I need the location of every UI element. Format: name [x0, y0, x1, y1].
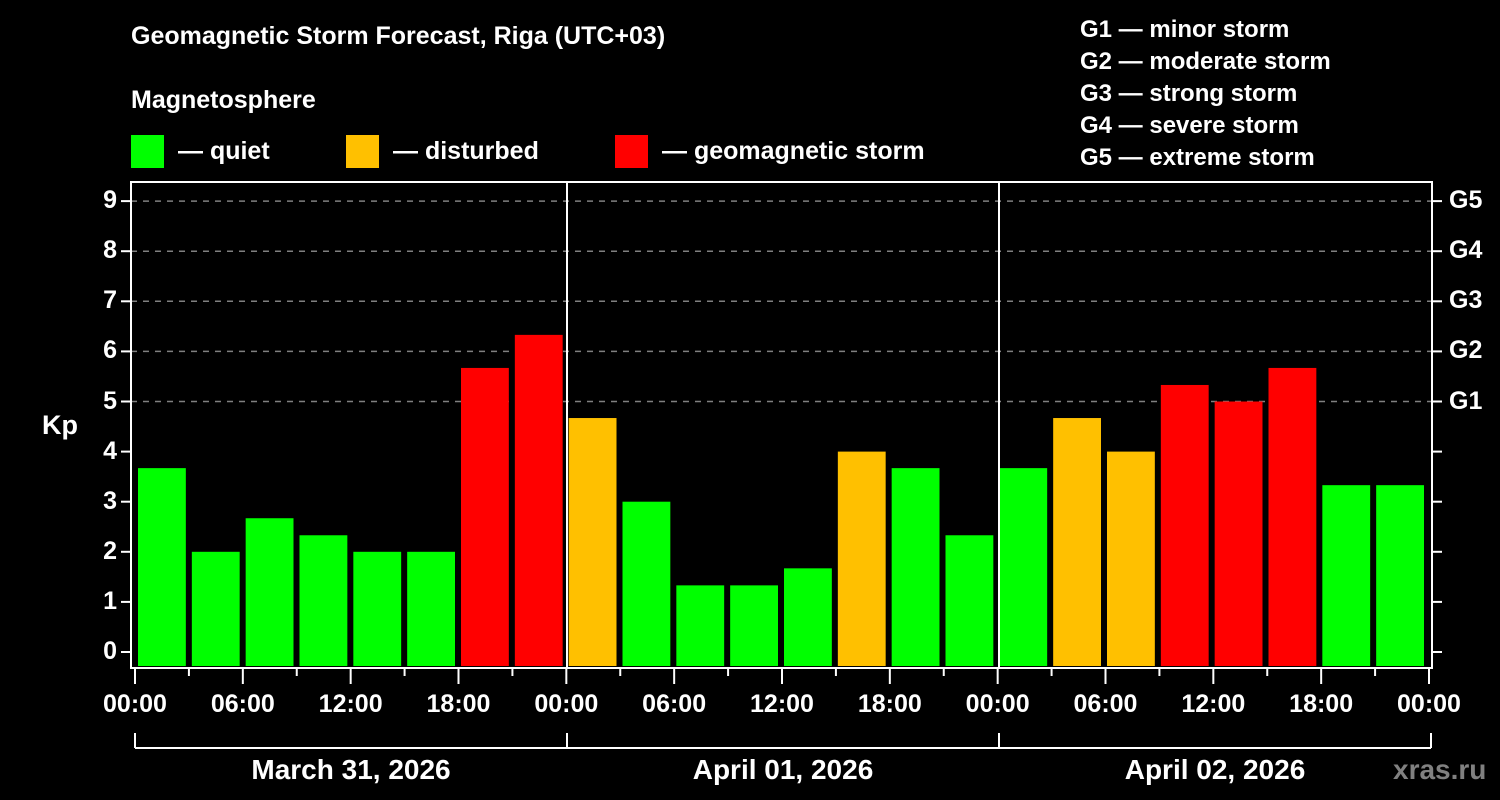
bar-disturbed [1107, 451, 1155, 666]
bar-disturbed [568, 418, 617, 666]
x-tick-label: 18:00 [426, 690, 491, 718]
x-tick-label: 00:00 [1397, 690, 1461, 718]
y-tick-label: 7 [103, 286, 117, 315]
date-label: March 31, 2026 [251, 754, 451, 785]
chart-title: Geomagnetic Storm Forecast, Riga (UTC+03… [131, 22, 666, 50]
legend-label-storm: — geomagnetic storm [662, 136, 925, 165]
legend-disturbed: — disturbed [346, 134, 539, 168]
storm-scale-g3: G3 — strong storm [1080, 80, 1298, 107]
date-label: April 02, 2026 [1124, 754, 1306, 785]
x-tick-label: 12:00 [318, 690, 383, 718]
g-scale-tick-label: G4 [1449, 236, 1483, 265]
y-tick-label: 6 [103, 336, 117, 365]
x-tick-label: 18:00 [857, 690, 922, 718]
brand-watermark: xras.ru [1393, 754, 1487, 785]
y-tick-label: 8 [103, 236, 117, 265]
bar-quiet [1376, 485, 1424, 666]
storm-scale-legend: G1 — minor storm G2 — moderate storm G3 … [1080, 14, 1331, 174]
x-tick-label: 00:00 [534, 690, 599, 718]
bar-quiet [353, 551, 402, 666]
x-tick-label: 00:00 [103, 690, 167, 718]
x-tick-label: 18:00 [1289, 690, 1354, 718]
bar-quiet [730, 585, 778, 666]
g-scale-tick-label: G3 [1449, 286, 1483, 315]
bar-storm [1214, 401, 1263, 666]
x-tick-label: 06:00 [642, 690, 707, 718]
bar-quiet [191, 551, 240, 666]
legend-label-quiet: — quiet [178, 136, 270, 165]
date-label: April 01, 2026 [692, 754, 874, 785]
x-tick-label: 12:00 [1181, 690, 1246, 718]
g-scale-tick-label: G5 [1449, 186, 1483, 215]
storm-scale-g2: G2 — moderate storm [1080, 48, 1331, 75]
y-tick-label: 3 [103, 486, 117, 515]
bar-storm [1268, 367, 1317, 666]
y-tick-label: 0 [103, 637, 117, 665]
storm-scale-g5: G5 — extreme storm [1080, 144, 1315, 171]
bar-disturbed [1053, 418, 1101, 666]
legend-storm: — geomagnetic storm [615, 134, 925, 168]
bar-quiet [784, 568, 832, 666]
bar-quiet [622, 501, 671, 666]
legend-quiet: — quiet [131, 134, 270, 168]
bar-storm [514, 334, 563, 666]
bar-quiet [676, 585, 725, 666]
bar-disturbed [837, 451, 886, 666]
y-tick-label: 9 [103, 186, 117, 215]
legend-swatch-quiet [131, 134, 164, 168]
bar-quiet [1322, 485, 1371, 666]
x-tick-label: 06:00 [1073, 690, 1138, 718]
bar-quiet [891, 468, 940, 666]
legend-swatch-storm [615, 134, 648, 168]
legend-label-disturbed: — disturbed [393, 136, 539, 165]
y-axis-label: Kp [42, 410, 78, 440]
y-tick-label: 1 [103, 586, 117, 615]
g-scale-tick-label: G1 [1449, 386, 1483, 415]
y-tick-label: 2 [103, 536, 117, 565]
storm-scale-g4: G4 — severe storm [1080, 112, 1299, 139]
legend-swatch-disturbed [346, 134, 379, 168]
bar-quiet [245, 518, 294, 666]
g-scale-tick-label: G2 [1449, 336, 1483, 365]
x-tick-label: 06:00 [210, 690, 275, 718]
y-tick-label: 4 [103, 436, 117, 465]
bar-quiet [138, 468, 186, 666]
storm-scale-g1: G1 — minor storm [1080, 16, 1290, 43]
bar-quiet [299, 535, 348, 666]
y-tick-label: 5 [103, 386, 117, 415]
bar-quiet [999, 468, 1048, 666]
bar-storm [1160, 384, 1209, 666]
bar-quiet [945, 535, 994, 666]
bar-storm [461, 367, 509, 666]
x-tick-label: 00:00 [965, 690, 1030, 718]
chart-subtitle: Magnetosphere [131, 86, 316, 114]
x-tick-label: 12:00 [750, 690, 814, 718]
bar-quiet [407, 551, 455, 666]
